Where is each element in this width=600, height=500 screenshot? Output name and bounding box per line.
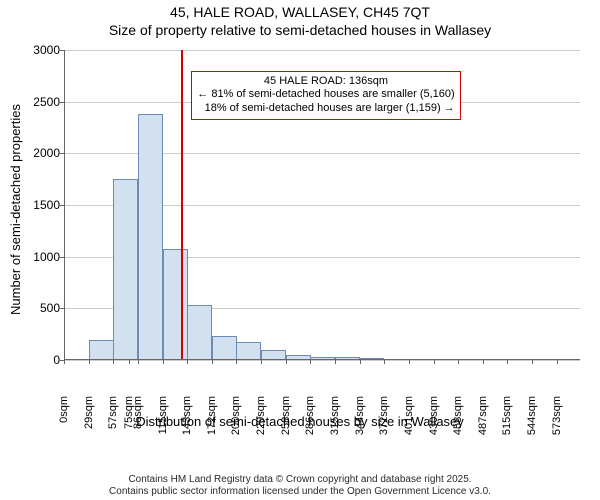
x-tick-label: 573sqm [551,396,563,446]
x-tick-label: 86sqm [132,396,144,446]
y-tick-label: 1000 [8,250,60,264]
x-tick-mark [163,360,164,364]
y-tick-mark [60,257,64,258]
histogram-bar [212,336,237,360]
x-tick-label: 372sqm [378,396,390,446]
x-tick-label: 430sqm [428,396,440,446]
x-tick-label: 344sqm [354,396,366,446]
x-tick-mark [212,360,213,364]
x-tick-mark [434,360,435,364]
y-tick-label: 2000 [8,146,60,160]
x-tick-label: 115sqm [157,396,169,446]
footer-line1: Contains HM Land Registry data © Crown c… [0,474,600,486]
x-tick-mark [129,360,130,364]
y-tick-label: 1500 [8,198,60,212]
chart-title: 45, HALE ROAD, WALLASEY, CH45 7QT Size o… [0,0,600,39]
x-tick-label: 487sqm [477,396,489,446]
y-tick-mark [60,102,64,103]
x-tick-label: 401sqm [403,396,415,446]
x-tick-mark [483,360,484,364]
y-tick-mark [60,308,64,309]
plot-area: 45 HALE ROAD: 136sqm← 81% of semi-detach… [64,50,580,360]
histogram-bar [187,305,212,360]
annotation-line1: 45 HALE ROAD: 136sqm [197,75,454,89]
y-tick-mark [60,205,64,206]
y-tick-label: 500 [8,301,60,315]
y-tick-label: 2500 [8,95,60,109]
y-axis-line [64,50,65,360]
annotation-line3: 18% of semi-detached houses are larger (… [197,102,454,116]
x-tick-label: 258sqm [280,396,292,446]
histogram-bar [236,342,261,360]
footer-attribution: Contains HM Land Registry data © Crown c… [0,474,600,498]
x-tick-mark [507,360,508,364]
x-tick-mark [384,360,385,364]
x-tick-mark [360,360,361,364]
footer-line2: Contains public sector information licen… [0,486,600,498]
x-tick-mark [458,360,459,364]
x-tick-label: 0sqm [58,396,70,446]
title-line1: 45, HALE ROAD, WALLASEY, CH45 7QT [0,4,600,22]
y-tick-label: 3000 [8,43,60,57]
x-tick-mark [236,360,237,364]
x-tick-mark [89,360,90,364]
y-tick-label: 0 [8,353,60,367]
histogram-bar [113,179,138,360]
x-tick-mark [532,360,533,364]
histogram-bar [89,340,114,360]
gridline [64,50,580,51]
annotation-box: 45 HALE ROAD: 136sqm← 81% of semi-detach… [191,71,460,120]
annotation-line2: ← 81% of semi-detached houses are smalle… [197,88,454,102]
reference-marker-line [181,50,183,360]
x-tick-label: 315sqm [329,396,341,446]
x-tick-mark [64,360,65,364]
histogram-bar [138,114,163,360]
histogram-bar [163,249,188,360]
title-line2: Size of property relative to semi-detach… [0,22,600,40]
x-tick-mark [310,360,311,364]
x-tick-mark [261,360,262,364]
x-tick-label: 172sqm [206,396,218,446]
gridline [64,360,580,361]
x-tick-mark [557,360,558,364]
x-axis-line [64,359,580,360]
x-tick-label: 286sqm [304,396,316,446]
x-tick-label: 229sqm [255,396,267,446]
x-tick-mark [335,360,336,364]
chart-area: Number of semi-detached properties 45 HA… [0,44,600,444]
x-tick-mark [187,360,188,364]
x-tick-label: 29sqm [83,396,95,446]
x-tick-mark [138,360,139,364]
x-tick-mark [113,360,114,364]
x-tick-label: 515sqm [501,396,513,446]
y-tick-mark [60,50,64,51]
x-tick-mark [286,360,287,364]
x-tick-label: 57sqm [107,396,119,446]
x-tick-mark [409,360,410,364]
x-tick-label: 544sqm [526,396,538,446]
x-tick-label: 143sqm [181,396,193,446]
x-tick-label: 200sqm [230,396,242,446]
x-tick-label: 458sqm [452,396,464,446]
y-tick-mark [60,153,64,154]
